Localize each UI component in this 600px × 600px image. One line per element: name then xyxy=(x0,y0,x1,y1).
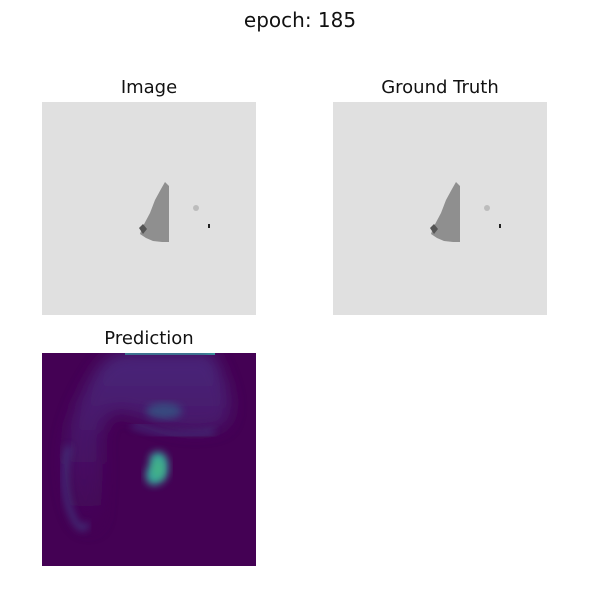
ground-truth-panel xyxy=(333,102,547,315)
prediction-panel xyxy=(42,353,256,566)
prediction-hotspot-core xyxy=(152,459,164,479)
ground-truth-structure xyxy=(431,182,460,242)
image-background xyxy=(42,102,256,315)
image-title: Image xyxy=(120,77,178,98)
image-dark-dot xyxy=(208,224,210,228)
prediction-top-glow xyxy=(146,403,182,419)
figure-title: epoch: 185 xyxy=(243,8,357,32)
ground-truth-structure-shadow xyxy=(430,224,438,234)
ground-truth-background xyxy=(333,102,547,315)
image-structure-shadow xyxy=(139,224,147,234)
prediction-mid-band xyxy=(131,423,215,438)
ground-truth-panel-svg xyxy=(333,102,547,315)
image-panel xyxy=(42,102,256,315)
ground-truth-title: Ground Truth xyxy=(381,77,499,98)
prediction-title: Prediction xyxy=(104,328,194,349)
ground-truth-dark-dot xyxy=(499,224,501,228)
image-structure xyxy=(140,182,169,242)
image-small-spot xyxy=(193,205,199,211)
prediction-edge-curve xyxy=(62,445,90,531)
prediction-upper-band xyxy=(64,353,231,529)
ground-truth-small-spot xyxy=(484,205,490,211)
image-panel-svg xyxy=(42,102,256,315)
prediction-panel-svg xyxy=(42,353,256,566)
